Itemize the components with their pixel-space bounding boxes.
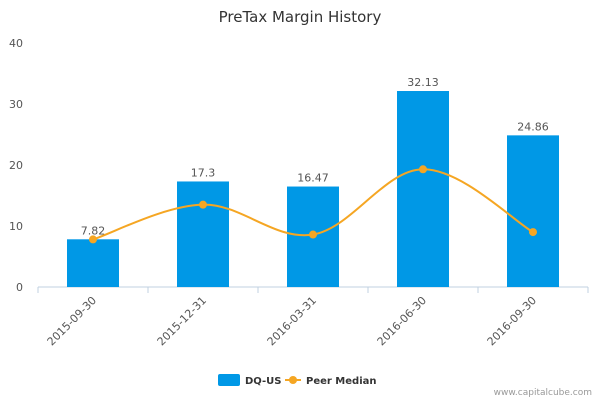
bar-value-label: 24.86 [517,120,549,133]
bar-series [67,91,559,287]
legend: DQ-US Peer Median [218,374,377,387]
bar-value-label: 16.47 [297,172,329,185]
y-axis: 0 10 20 30 40 [9,37,23,294]
peer-median-point [419,165,427,174]
peer-median-point [199,200,207,209]
bar [507,135,559,287]
y-tick-label: 20 [9,159,23,172]
peer-median-point [89,235,97,244]
bar-value-label: 32.13 [407,76,439,89]
bar [177,181,229,287]
chart-title: PreTax Margin History [219,8,382,26]
bar [67,239,119,287]
peer-median-point [309,230,317,239]
bar-value-label: 7.82 [81,224,106,237]
source-credit: www.capitalcube.com [494,388,592,398]
legend-swatch-peer-median-dot [289,376,297,384]
x-tick-label: 2015-09-30 [45,294,99,348]
y-tick-label: 0 [16,281,23,294]
y-tick-label: 10 [9,220,23,233]
legend-swatch-dq-us [218,374,240,386]
legend-label-peer-median: Peer Median [306,376,377,387]
y-tick-label: 40 [9,37,23,50]
y-tick-label: 30 [9,98,23,111]
bar-value-label: 17.3 [191,166,216,179]
x-tick-label: 2016-09-30 [485,294,539,348]
peer-median-series [89,165,537,244]
x-tick-label: 2016-06-30 [375,294,429,348]
bar-value-labels: 7.82 17.3 16.47 32.13 24.86 [81,76,549,237]
x-tick-label: 2016-03-31 [265,294,319,348]
bar [397,91,449,287]
legend-label-dq-us: DQ-US [245,376,281,387]
x-tick-label: 2015-12-31 [155,294,209,348]
peer-median-point [529,228,537,237]
x-axis: 2015-09-30 2015-12-31 2016-03-31 2016-06-30… [37,286,589,348]
